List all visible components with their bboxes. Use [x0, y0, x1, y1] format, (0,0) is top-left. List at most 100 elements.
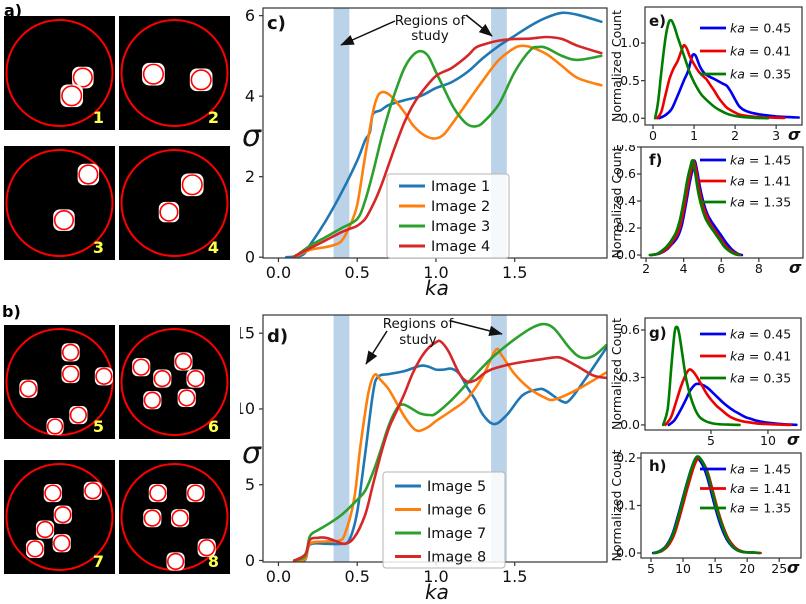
region-of-study-band: [333, 315, 350, 562]
panel-letter: h): [649, 457, 667, 475]
scatterer-outline: [149, 484, 167, 502]
panel-g-plot: 5 10 0.0 0.3 0.6 g) Normalized Count σ ka = 0.45…: [609, 317, 802, 449]
panel-a-label: a): [4, 1, 23, 20]
y-tick-label: 0.6: [620, 322, 640, 337]
scatterer-outline: [198, 539, 216, 557]
y-axis-label-sigma: σ: [242, 436, 262, 471]
sample-image-8-svg: 8: [120, 463, 229, 571]
series-line-ka-=-0.45: [657, 53, 800, 120]
sample-image-5: 5: [4, 325, 115, 439]
y-axis-label-normalized-count: Normalized Count: [609, 449, 624, 561]
series-line-ka-=-0.41: [664, 368, 792, 427]
series-line-ka-=-0.35: [661, 325, 741, 427]
x-tick-label: 0.5: [344, 567, 369, 586]
scatterer-blob: [72, 66, 94, 89]
x-tick-label: 0.5: [344, 263, 369, 282]
legend-label: ka = 1.35: [730, 501, 791, 516]
scatterer-outline: [95, 367, 113, 385]
x-tick-label: 1.5: [502, 567, 527, 586]
domain-circle-outline: [5, 149, 114, 257]
y-tick-label: 15: [240, 323, 255, 342]
scatterer-blob: [174, 352, 193, 371]
legend-label: Image 2: [431, 199, 490, 215]
panel-e: 0 1 2 3 0.0 0.5 1.0 e) Normalized Count σ ka = 0.4…: [608, 0, 806, 145]
image-number-label: 1: [93, 108, 104, 127]
scatterer-blob: [166, 552, 185, 571]
x-tick-label: 20: [739, 561, 755, 576]
panel-letter: d): [267, 326, 288, 347]
series-group: [292, 322, 607, 562]
scatterer-outline: [78, 164, 99, 185]
panel-letter: e): [649, 12, 666, 30]
annotation-study: study: [399, 332, 436, 348]
sample-image-4: 4: [119, 146, 230, 260]
y-tick-label: 0.6: [616, 166, 636, 181]
x-axis-label-ka: ka: [425, 276, 449, 300]
sample-image-2: 2: [119, 16, 230, 130]
domain-circle-outline: [120, 19, 229, 127]
series-line-image-8: [292, 339, 607, 562]
sample-image-3-svg: 3: [5, 149, 114, 257]
scatterer-outline: [171, 509, 189, 527]
image-number-label: 2: [208, 108, 219, 127]
annotation-arrow: [450, 320, 503, 336]
x-tick-label: 3: [772, 128, 780, 143]
y-tick-label: 0.1: [616, 498, 636, 513]
legend-label: Image 6: [427, 503, 486, 519]
legend-label: Image 1: [431, 179, 490, 195]
scatterer-outline: [178, 389, 196, 407]
sample-image-6: 6: [119, 325, 230, 439]
legend-label: ka = 0.35: [730, 371, 791, 386]
scatterer-outline: [142, 63, 164, 85]
scatterer-blob: [142, 62, 165, 86]
y-tick-label: 0.5: [620, 73, 640, 88]
legend-label: ka = 0.41: [730, 44, 791, 59]
panel-f-plot: 2 4 6 80.00.20.40.60.8f)Normalized Countσka…: [609, 139, 804, 277]
scatterer-blob: [197, 538, 216, 557]
sample-image-7-svg: 7: [5, 463, 114, 571]
scatterer-outline: [69, 406, 87, 424]
scatterer-outline: [19, 380, 38, 398]
domain-circle-outline: [5, 19, 114, 127]
x-tick-label: 1.5: [502, 263, 527, 282]
y-tick-label: 10: [240, 399, 255, 418]
legend-label: Image 4: [431, 239, 490, 255]
x-tick-label: 5: [647, 561, 655, 576]
scatterer-outline: [72, 67, 93, 88]
y-axis-label-normalized-count: Normalized Count: [609, 10, 624, 122]
scatterer-blob: [143, 509, 162, 528]
x-axis-label-sigma: σ: [788, 125, 801, 144]
sample-image-2-svg: 2: [120, 19, 229, 127]
image-number-label: 3: [93, 238, 104, 257]
scatterer-outline: [53, 210, 75, 231]
scatterer-blob: [36, 520, 55, 539]
sample-image-4-svg: 4: [120, 149, 229, 257]
sample-image-1-svg: 1: [5, 19, 114, 127]
legend-label: ka = 0.45: [730, 21, 791, 36]
annotation-arrow: [340, 20, 396, 46]
scatterer-outline: [53, 534, 71, 552]
scatterer-outline: [132, 358, 150, 376]
panel-letter: f): [649, 151, 662, 169]
y-tick-label: 0.0: [616, 545, 636, 560]
sample-image-5-svg: 5: [5, 328, 114, 436]
legend-label: ka = 0.41: [730, 349, 791, 364]
panel-b-label: b): [2, 302, 21, 321]
scatterer-blob: [148, 484, 167, 503]
domain-circle-outline: [120, 328, 229, 436]
image-number-label: 7: [93, 552, 104, 571]
x-tick-label: 2: [731, 128, 739, 143]
panel-letter: c): [267, 13, 286, 34]
scatterer-outline: [174, 352, 192, 371]
x-tick-label: 6: [717, 261, 725, 276]
y-axis-label-sigma: σ: [242, 119, 262, 154]
series-line-image-4: [292, 35, 603, 258]
scatterer-blob: [170, 509, 190, 528]
series-group: [285, 11, 603, 258]
x-tick-label: 2: [642, 261, 650, 276]
scatterer-blob: [53, 505, 72, 524]
annotation-regions-of: Regions of: [395, 13, 467, 29]
scatterer-blob: [61, 364, 80, 384]
